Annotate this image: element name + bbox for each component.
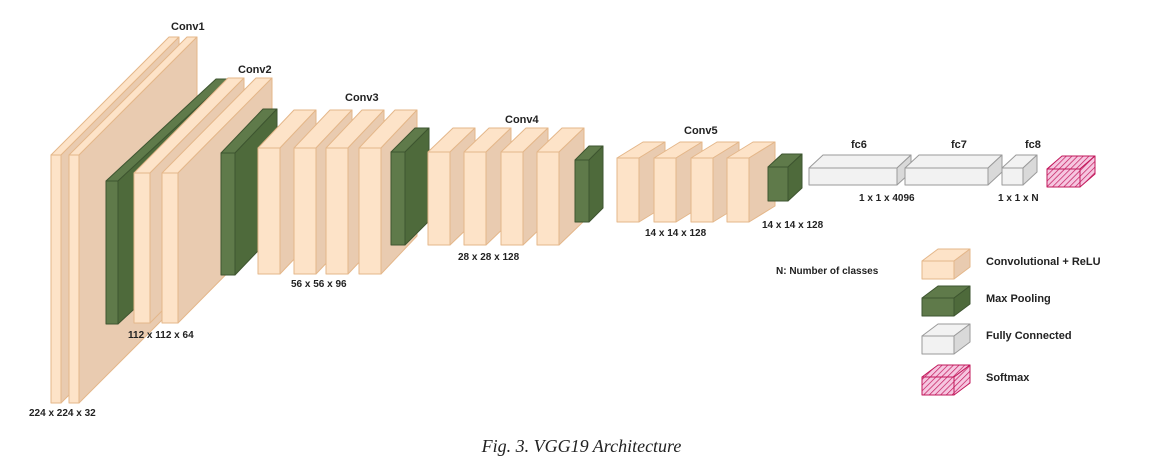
block-fc8 xyxy=(1001,154,1038,186)
dim-label-conv5: 14 x 14 x 128 xyxy=(645,228,707,239)
stage-label-fc7: fc7 xyxy=(951,139,967,151)
block-fc7 xyxy=(904,154,1003,186)
block-pool3 xyxy=(390,127,430,246)
classes-note: N: Number of classes xyxy=(776,266,879,277)
stage-label-conv5: Conv5 xyxy=(684,125,718,137)
stage-label-conv4: Conv4 xyxy=(505,114,540,126)
stage-label-fc6: fc6 xyxy=(851,139,867,151)
dim-label-conv3: 56 x 56 x 96 xyxy=(291,279,347,290)
stage-label-conv2: Conv2 xyxy=(238,64,272,76)
block-conv5-d xyxy=(726,141,776,223)
dim-label-conv4: 28 x 28 x 128 xyxy=(458,252,520,263)
block-fc6 xyxy=(808,154,912,186)
dim-label-fc8: 1 x 1 x N xyxy=(998,193,1039,204)
block-softmax xyxy=(1046,155,1096,188)
figure-caption: Fig. 3. VGG19 Architecture xyxy=(481,436,682,456)
block-pool4 xyxy=(574,145,604,223)
legend-swatch-conv xyxy=(921,248,971,280)
dim-label-conv2: 112 x 112 x 64 xyxy=(128,330,194,341)
network-blocks xyxy=(50,36,1096,404)
legend-swatch-fc xyxy=(921,323,971,355)
stage-label-conv3: Conv3 xyxy=(345,92,379,104)
dim-label-pool5: 14 x 14 x 128 xyxy=(762,220,824,231)
stage-label-fc8: fc8 xyxy=(1025,139,1041,151)
legend-label-conv: Convolutional + ReLU xyxy=(986,256,1101,268)
stage-label-conv1: Conv1 xyxy=(171,21,205,33)
legend-label-softmax: Softmax xyxy=(986,372,1030,384)
legend-label-fc: Fully Connected xyxy=(986,330,1072,342)
dim-label-conv1: 224 x 224 x 32 xyxy=(29,408,96,419)
dim-label-fc67: 1 x 1 x 4096 xyxy=(859,193,915,204)
legend-swatches xyxy=(921,248,971,396)
legend-label-pool: Max Pooling xyxy=(986,293,1051,305)
block-pool5 xyxy=(767,153,803,202)
legend-swatch-pool xyxy=(921,285,971,317)
legend-swatch-softmax xyxy=(921,364,971,396)
